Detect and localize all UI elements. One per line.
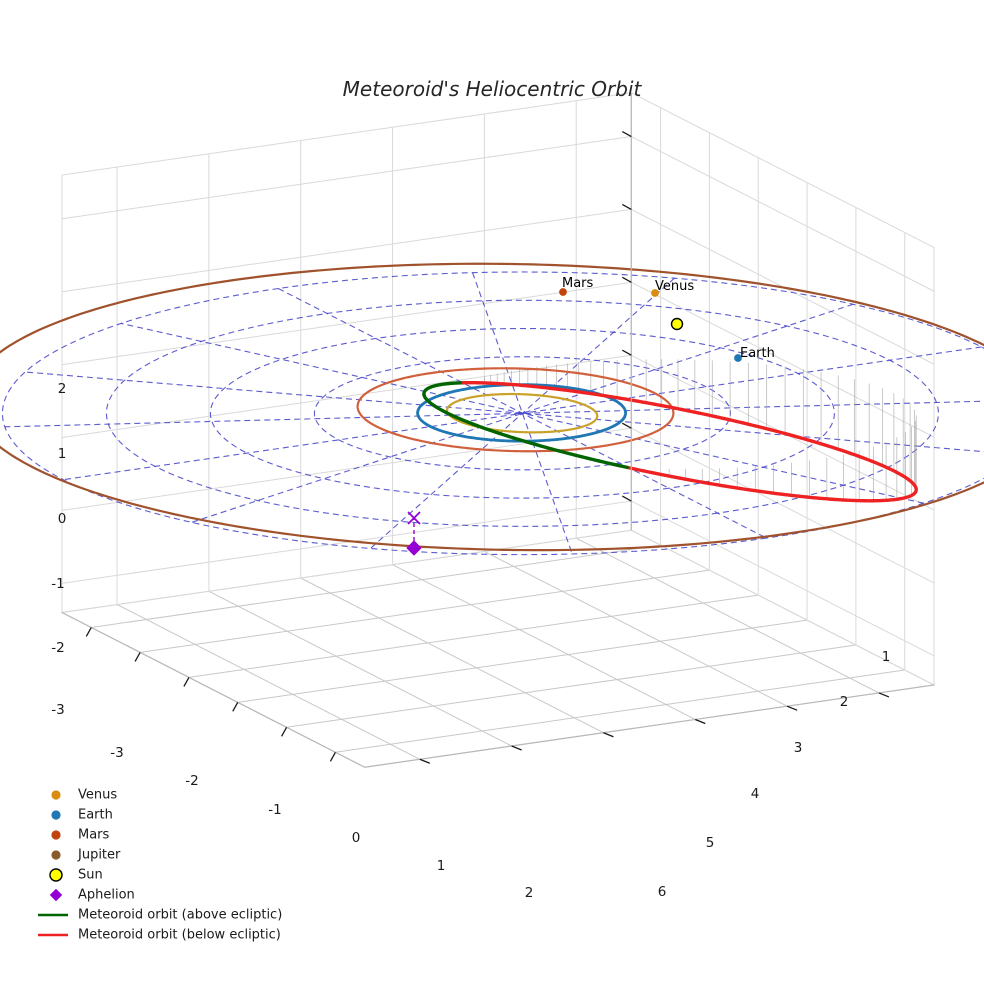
orbit-mars xyxy=(356,367,675,453)
annotation-mars: Mars xyxy=(562,276,594,291)
meteoroid-arc-below xyxy=(461,380,918,503)
y-tick-label-0: 1 xyxy=(882,649,891,665)
aphelion-ecliptic-x-icon xyxy=(407,511,421,525)
legend-label: Jupiter xyxy=(77,848,121,863)
orbit-jupiter xyxy=(0,262,984,552)
orbit-earth xyxy=(416,383,627,443)
marker-earth xyxy=(734,354,742,362)
legend-marker-swatch xyxy=(51,810,61,820)
annotation-venus: Venus xyxy=(655,279,694,294)
y-tick-label-1: 2 xyxy=(840,694,849,710)
x-tick-label-2: -1 xyxy=(268,802,281,818)
marker-mars xyxy=(559,288,567,296)
z-tick-label-1: 1 xyxy=(58,446,67,462)
meteoroid-arc-above xyxy=(422,381,465,397)
y-tick-label-5: 6 xyxy=(658,884,667,900)
legend-label: Earth xyxy=(78,808,113,823)
z-tick-label-0: 2 xyxy=(58,381,67,397)
body-annotations: Venus Earth Mars xyxy=(562,276,775,361)
marker-venus xyxy=(651,289,659,297)
legend-marker-swatch xyxy=(49,868,63,882)
legend-item: Aphelion xyxy=(49,888,135,903)
legend-label: Sun xyxy=(78,868,103,883)
legend-item: Mars xyxy=(51,828,110,843)
x-tick-label-5: 2 xyxy=(525,885,534,901)
marker-sun xyxy=(670,317,684,331)
x-tick-label-4: 1 xyxy=(437,858,446,874)
legend-marker-swatch xyxy=(51,850,61,860)
y-tick-label-3: 4 xyxy=(751,786,760,802)
legend-item: Sun xyxy=(49,868,103,883)
legend-label: Meteoroid orbit (above ecliptic) xyxy=(78,908,282,923)
legend-item: Jupiter xyxy=(51,848,121,863)
x-tick-label-3: 0 xyxy=(352,830,361,846)
ecliptic-reference-grid xyxy=(1,271,984,556)
x-tick-label-1: -2 xyxy=(185,773,198,789)
body-markers xyxy=(406,288,742,556)
legend-label: Mars xyxy=(78,828,110,843)
legend-item: Meteoroid orbit (below ecliptic) xyxy=(38,928,281,943)
legend-item: Meteoroid orbit (above ecliptic) xyxy=(38,908,282,923)
y-tick-label-4: 5 xyxy=(706,835,715,851)
y-tick-label-2: 3 xyxy=(794,740,803,756)
meteoroid-orbit xyxy=(422,380,918,503)
annotation-earth: Earth xyxy=(740,346,775,361)
legend-marker-swatch xyxy=(49,888,63,902)
legend-label: Venus xyxy=(78,788,117,803)
z-tick-label-4: -2 xyxy=(51,640,64,656)
x-tick-label-0: -3 xyxy=(110,745,123,761)
z-tick-label-3: -1 xyxy=(51,576,64,592)
legend-label: Aphelion xyxy=(78,888,135,903)
legend-item: Venus xyxy=(51,788,117,803)
legend-item: Earth xyxy=(51,808,113,823)
legend-marker-swatch xyxy=(51,790,61,800)
axis-tick-labels: 2 1 0 -1 -2 -3 -3 -2 -1 0 1 2 1 2 3 4 5 6 xyxy=(51,381,890,901)
legend-label: Meteoroid orbit (below ecliptic) xyxy=(78,928,281,943)
axis-spines xyxy=(61,92,935,768)
legend-marker-swatch xyxy=(51,830,61,840)
z-tick-label-5: -3 xyxy=(51,702,64,718)
z-tick-label-2: 0 xyxy=(58,511,67,527)
page-title: Meteoroid's Heliocentric Orbit xyxy=(343,77,643,101)
meteoroid-arc-above xyxy=(422,392,629,470)
legend: Venus Earth Mars Jupiter Sun Aphelion Meteoroi… xyxy=(38,788,282,943)
